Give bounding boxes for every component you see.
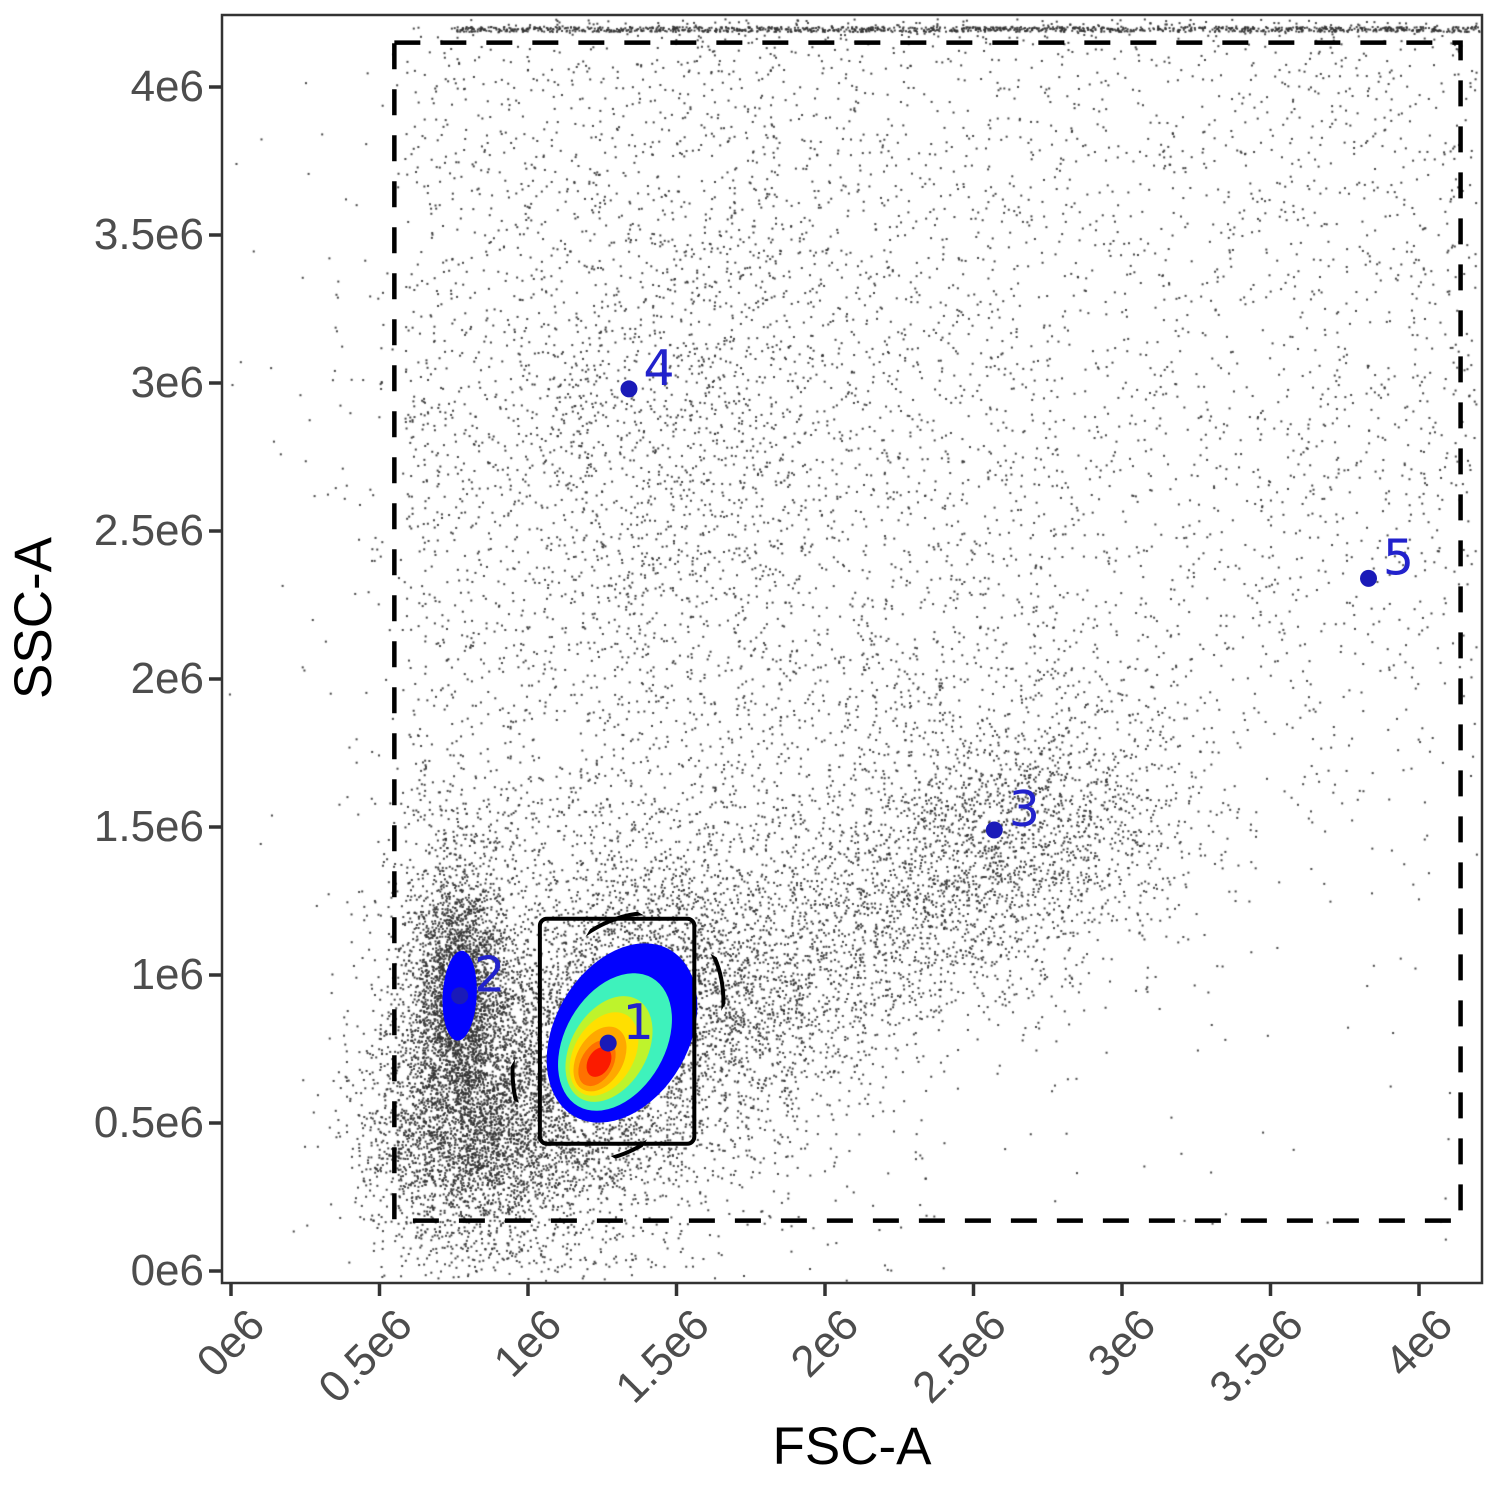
cluster-2-center-dot — [451, 987, 469, 1005]
cluster-4-center-dot — [620, 380, 638, 398]
y-tick-label: 2.5e6 — [93, 506, 204, 555]
cluster-3-label: 3 — [1009, 781, 1040, 838]
dashed-gate-rectangle — [392, 40, 1463, 1223]
cluster-5-center-dot — [1360, 569, 1378, 587]
y-tick-label: 1.5e6 — [93, 802, 204, 851]
y-tick-label: 1e6 — [130, 950, 204, 999]
y-tick-label: 0e6 — [130, 1246, 204, 1295]
cluster-5-label: 5 — [1383, 529, 1414, 586]
solid-gate-rectangle — [537, 916, 697, 1146]
cluster-3-center-dot — [985, 821, 1003, 839]
y-tick-label: 3.5e6 — [93, 210, 204, 259]
cluster-4-label: 4 — [643, 340, 674, 397]
density-contour-level-7 — [586, 1047, 612, 1077]
y-tick-label: 0.5e6 — [93, 1098, 204, 1147]
cluster-1-center-dot — [599, 1034, 617, 1052]
cluster-2-label: 2 — [474, 947, 505, 1004]
y-axis-title: SSC-A — [4, 537, 63, 699]
y-tick-label: 3e6 — [130, 358, 204, 407]
y-tick-label: 2e6 — [130, 654, 204, 703]
y-tick-label: 4e6 — [130, 62, 204, 111]
panel-border — [220, 13, 1484, 1285]
x-axis-title: FSC-A — [772, 1417, 932, 1476]
cluster-1-label: 1 — [623, 994, 654, 1051]
